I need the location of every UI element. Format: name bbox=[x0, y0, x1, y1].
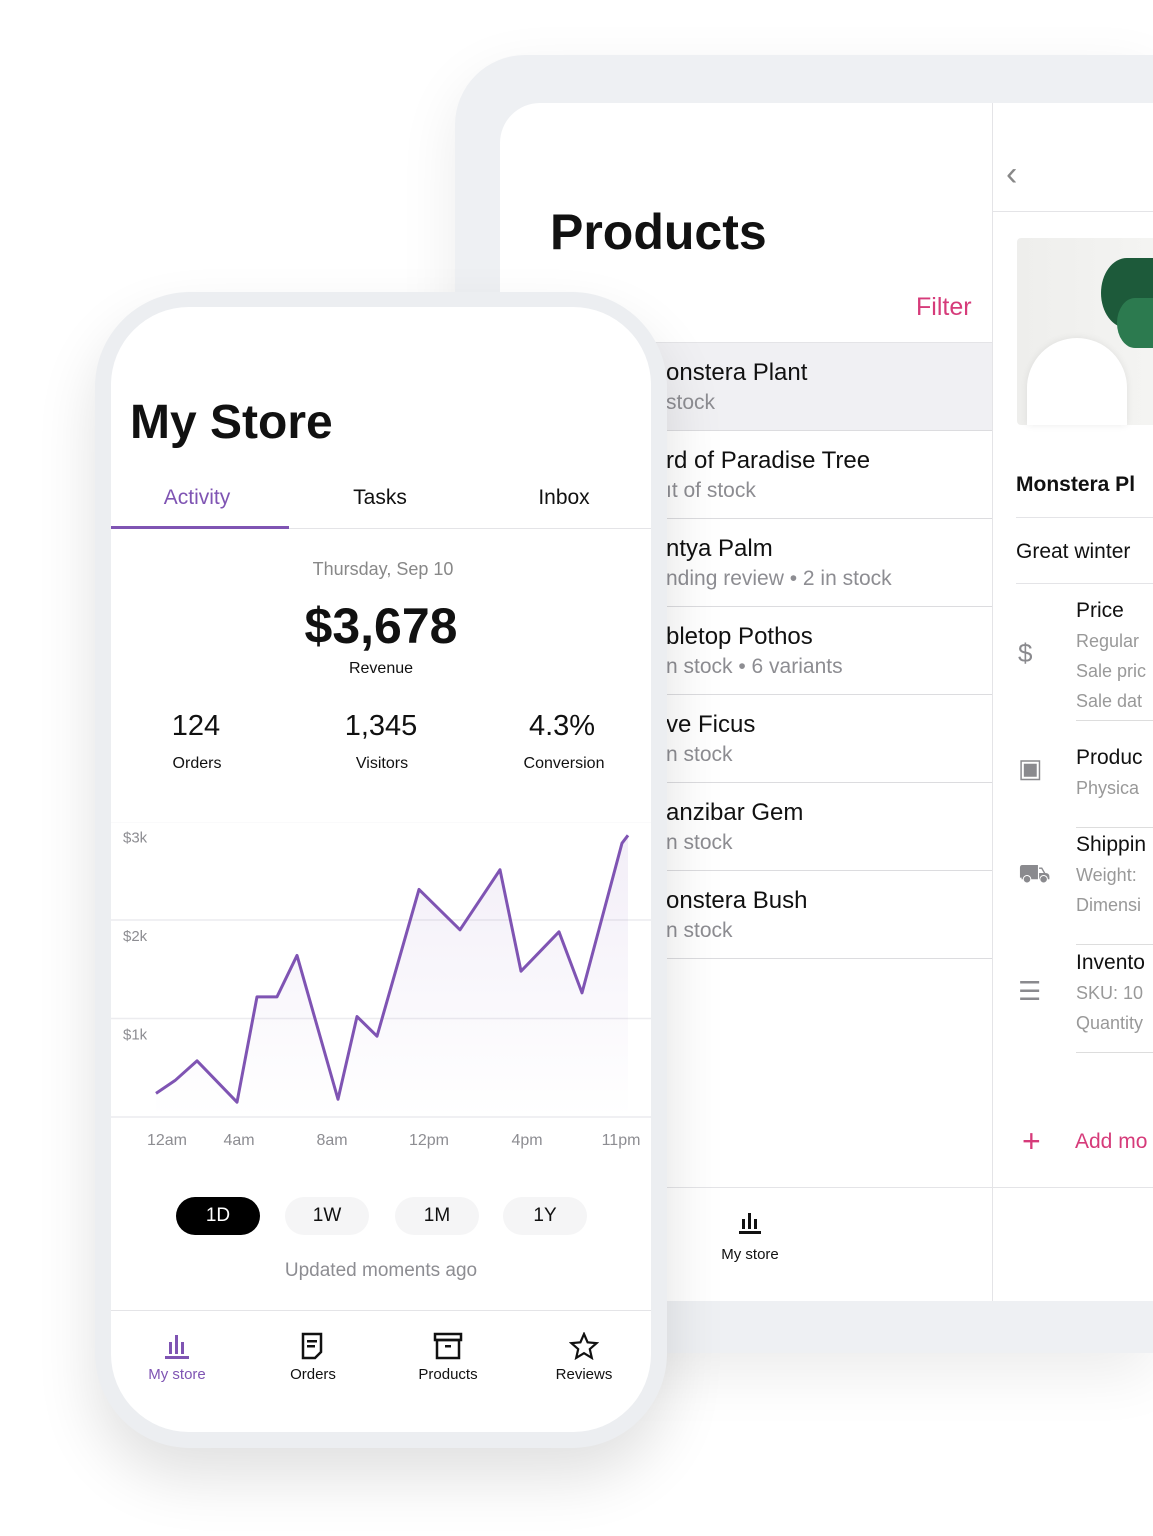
nav-label: Reviews bbox=[555, 1366, 613, 1383]
section-title: Price bbox=[1076, 599, 1124, 622]
products-title: Products bbox=[550, 204, 767, 260]
phone-screen: My Store Activity Tasks Inbox Thursday, … bbox=[111, 307, 651, 1432]
checklist-icon: ☰ bbox=[1018, 976, 1042, 1006]
orders-label: Orders bbox=[172, 755, 222, 772]
star-icon bbox=[569, 1332, 599, 1360]
product-status: ıt of stock bbox=[666, 479, 756, 502]
archive-box-icon: ▣ bbox=[1018, 753, 1043, 783]
product-status: stock bbox=[666, 391, 716, 414]
revenue-label: Revenue bbox=[348, 660, 414, 677]
section-line: Quantity bbox=[1076, 1013, 1144, 1033]
x-tick-label: 11pm bbox=[602, 1132, 641, 1149]
product-name: onstera Bush bbox=[666, 887, 808, 914]
section-title: Produc bbox=[1076, 746, 1143, 769]
y-tick-label: $3k bbox=[123, 830, 148, 847]
section-line: SKU: 10 bbox=[1076, 983, 1144, 1003]
nav-label: Products bbox=[418, 1366, 478, 1383]
section-line: Physica bbox=[1076, 778, 1140, 798]
product-name: ntya Palm bbox=[666, 535, 773, 562]
nav-reviews[interactable]: Reviews bbox=[524, 1332, 644, 1383]
x-tick-label: 12am bbox=[147, 1132, 187, 1149]
range-1w[interactable]: 1W bbox=[285, 1197, 369, 1235]
active-tab-indicator bbox=[111, 526, 289, 529]
chart-area bbox=[156, 835, 628, 1117]
updated-text: Updated moments ago bbox=[284, 1260, 478, 1281]
product-name: ve Ficus bbox=[666, 711, 756, 738]
nav-products[interactable]: Products bbox=[388, 1332, 508, 1383]
product-name: anzibar Gem bbox=[666, 799, 804, 826]
product-row[interactable]: anzibar Gem n stock bbox=[500, 783, 992, 871]
product-status: n stock bbox=[666, 743, 733, 766]
x-tick-label: 4pm bbox=[511, 1132, 542, 1149]
detail-description[interactable]: Great winter bbox=[1016, 540, 1131, 563]
revenue-value: $3,678 bbox=[304, 598, 458, 654]
detail-section[interactable]: Price Regular Sale pric Sale dat bbox=[1076, 596, 1153, 721]
document-icon bbox=[301, 1332, 323, 1360]
filter-button[interactable]: Filter bbox=[916, 293, 972, 321]
product-row[interactable]: bletop Pothos n stock • 6 variants bbox=[500, 607, 992, 695]
store-title: My Store bbox=[130, 396, 333, 449]
product-row[interactable]: ve Ficus n stock bbox=[500, 695, 992, 783]
nav-label: Orders bbox=[290, 1366, 336, 1383]
visitors-value: 1,345 bbox=[344, 710, 418, 742]
product-row[interactable]: onstera Bush n stock bbox=[500, 871, 992, 959]
conversion-label: Conversion bbox=[523, 755, 605, 772]
range-1d[interactable]: 1D bbox=[176, 1197, 260, 1235]
add-more-button[interactable]: Add mo bbox=[1075, 1130, 1148, 1153]
orders-value: 124 bbox=[171, 710, 221, 742]
nav-my-store[interactable]: My store bbox=[700, 1209, 800, 1263]
product-image bbox=[1017, 238, 1153, 425]
nav-label: My store bbox=[721, 1246, 779, 1263]
tab-tasks[interactable]: Tasks bbox=[353, 486, 407, 509]
section-line: Dimensi bbox=[1076, 895, 1142, 915]
product-name: bletop Pothos bbox=[666, 623, 813, 650]
chart-line bbox=[155, 834, 630, 1104]
section-title: Shippin bbox=[1076, 833, 1147, 856]
nav-my-store[interactable]: My store bbox=[117, 1332, 237, 1383]
product-row[interactable]: rd of Paradise Tree ıt of stock bbox=[500, 431, 992, 519]
product-status: nding review • 2 in stock bbox=[666, 567, 892, 590]
section-line: Weight: bbox=[1076, 865, 1137, 885]
bar-chart-icon bbox=[165, 1335, 189, 1359]
range-1m[interactable]: 1M bbox=[395, 1197, 479, 1235]
product-status: n stock bbox=[666, 919, 733, 942]
detail-section[interactable]: Shippin Weight: Dimensi bbox=[1076, 830, 1153, 945]
x-tick-label: 4am bbox=[223, 1132, 254, 1149]
tab-activity[interactable]: Activity bbox=[163, 486, 231, 509]
detail-product-name[interactable]: Monstera Pl bbox=[1016, 473, 1136, 496]
product-status: n stock bbox=[666, 831, 733, 854]
section-line: Sale dat bbox=[1076, 691, 1143, 711]
revenue-chart: $3k $2k $1k 12am 4am 8am 12pm 4pm 11pm bbox=[111, 822, 651, 1149]
bar-chart-icon bbox=[739, 1213, 761, 1234]
truck-icon: ⛟ bbox=[1018, 858, 1051, 888]
detail-section[interactable]: Invento SKU: 10 Quantity bbox=[1076, 948, 1153, 1053]
x-tick-label: 8am bbox=[316, 1132, 347, 1149]
nav-orders[interactable]: Orders bbox=[253, 1332, 373, 1383]
nav-label: My store bbox=[148, 1366, 206, 1383]
product-name: onstera Plant bbox=[666, 359, 808, 386]
product-status: n stock • 6 variants bbox=[666, 655, 843, 678]
range-1y[interactable]: 1Y bbox=[503, 1197, 587, 1235]
dollar-icon: $ bbox=[1018, 638, 1033, 668]
plus-icon[interactable]: + bbox=[1022, 1123, 1041, 1159]
detail-section[interactable]: Produc Physica bbox=[1076, 743, 1153, 828]
section-line: Sale pric bbox=[1076, 661, 1147, 681]
x-tick-label: 12pm bbox=[409, 1132, 449, 1149]
back-chevron-icon[interactable]: ‹ bbox=[1006, 155, 1018, 193]
conversion-value: 4.3% bbox=[528, 710, 596, 742]
section-line: Regular bbox=[1076, 631, 1140, 651]
date: Thursday, Sep 10 bbox=[312, 559, 454, 579]
tab-inbox[interactable]: Inbox bbox=[538, 486, 590, 509]
product-name: rd of Paradise Tree bbox=[666, 447, 871, 474]
section-title: Invento bbox=[1076, 951, 1145, 974]
y-tick-label: $1k bbox=[123, 1027, 148, 1044]
archive-box-icon bbox=[433, 1332, 463, 1360]
visitors-label: Visitors bbox=[355, 755, 409, 772]
product-row[interactable]: ntya Palm nding review • 2 in stock bbox=[500, 519, 992, 607]
y-tick-label: $2k bbox=[123, 928, 148, 945]
